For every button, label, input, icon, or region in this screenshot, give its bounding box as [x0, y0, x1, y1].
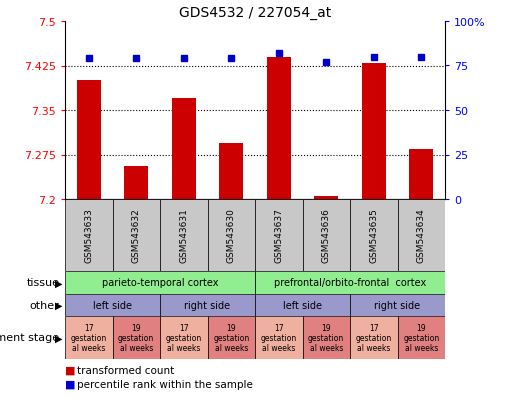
Bar: [267, 57, 290, 199]
Bar: [113, 199, 160, 271]
Bar: [208, 199, 255, 271]
Bar: [255, 271, 445, 294]
Bar: [362, 63, 386, 199]
Bar: [160, 294, 255, 316]
Title: GDS4532 / 227054_at: GDS4532 / 227054_at: [179, 5, 331, 19]
Text: 17
gestation
al weeks: 17 gestation al weeks: [356, 323, 392, 353]
Text: transformed count: transformed count: [77, 365, 174, 375]
Bar: [255, 294, 350, 316]
Text: 19
gestation
al weeks: 19 gestation al weeks: [308, 323, 344, 353]
Text: GSM543635: GSM543635: [369, 208, 378, 263]
Bar: [65, 294, 160, 316]
Bar: [160, 316, 208, 359]
Text: GSM543633: GSM543633: [84, 208, 93, 263]
Bar: [65, 316, 113, 359]
Text: GSM543634: GSM543634: [417, 208, 426, 263]
Bar: [350, 199, 397, 271]
Text: prefrontal/orbito-frontal  cortex: prefrontal/orbito-frontal cortex: [274, 278, 426, 288]
Text: development stage: development stage: [0, 333, 60, 343]
Text: ▶: ▶: [55, 300, 62, 310]
Text: 19
gestation
al weeks: 19 gestation al weeks: [213, 323, 249, 353]
Text: ▶: ▶: [55, 333, 62, 343]
Bar: [77, 81, 100, 199]
Text: GSM543637: GSM543637: [274, 208, 283, 263]
Text: left side: left side: [283, 300, 322, 310]
Text: ■: ■: [65, 379, 76, 389]
Bar: [255, 316, 302, 359]
Bar: [65, 199, 113, 271]
Text: 17
gestation
al weeks: 17 gestation al weeks: [71, 323, 107, 353]
Text: percentile rank within the sample: percentile rank within the sample: [77, 379, 253, 389]
Bar: [208, 316, 255, 359]
Text: GSM543632: GSM543632: [132, 208, 141, 263]
Bar: [397, 199, 445, 271]
Text: ■: ■: [65, 365, 76, 375]
Bar: [397, 316, 445, 359]
Bar: [302, 316, 350, 359]
Text: 17
gestation
al weeks: 17 gestation al weeks: [261, 323, 297, 353]
Text: 19
gestation
al weeks: 19 gestation al weeks: [118, 323, 155, 353]
Bar: [410, 149, 433, 199]
Bar: [65, 271, 255, 294]
Bar: [219, 143, 243, 199]
Bar: [302, 199, 350, 271]
Text: GSM543631: GSM543631: [179, 208, 188, 263]
Text: GSM543636: GSM543636: [322, 208, 331, 263]
Bar: [350, 294, 445, 316]
Text: right side: right side: [184, 300, 231, 310]
Text: parieto-temporal cortex: parieto-temporal cortex: [102, 278, 218, 288]
Text: right side: right side: [374, 300, 421, 310]
Text: other: other: [30, 300, 60, 310]
Text: ▶: ▶: [55, 278, 62, 288]
Bar: [255, 199, 302, 271]
Text: tissue: tissue: [26, 278, 60, 288]
Bar: [315, 197, 338, 199]
Bar: [160, 199, 208, 271]
Text: 19
gestation
al weeks: 19 gestation al weeks: [403, 323, 439, 353]
Bar: [350, 316, 397, 359]
Bar: [124, 167, 148, 199]
Text: 17
gestation
al weeks: 17 gestation al weeks: [166, 323, 202, 353]
Text: left side: left side: [93, 300, 132, 310]
Bar: [172, 99, 195, 199]
Bar: [113, 316, 160, 359]
Text: GSM543630: GSM543630: [227, 208, 236, 263]
